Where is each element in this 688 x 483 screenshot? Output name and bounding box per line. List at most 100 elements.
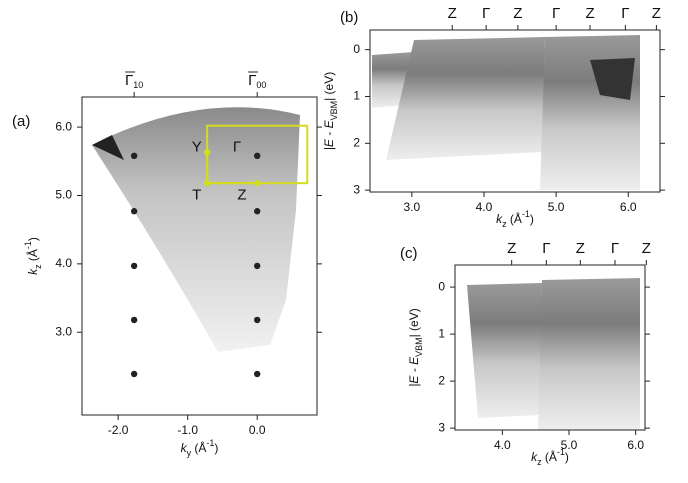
x-tick-label: -2.0 [108,423,129,437]
top-label-main: Γ [125,72,133,89]
x-tick-label: 4.0 [476,200,493,214]
y-tick-label: 0 [353,42,360,56]
x-axis-label-part: -1 [522,209,530,219]
top-label-main: Γ [248,72,256,89]
top-label: Γ [611,240,619,257]
x-axis-label-part: (Å [507,211,522,226]
highlight-point [254,179,261,187]
x-tick-label: -1.0 [177,423,198,437]
point [130,316,138,324]
top-label: Z [652,5,661,22]
top-label: Z [576,240,585,257]
x-axis-label-part: k [181,441,188,455]
x-axis-label-part: y [187,448,192,458]
top-label: Z [642,240,651,257]
top-label: Γ [482,5,490,22]
top-label-main: Z [576,240,585,257]
intensity-map [467,283,542,418]
y-tick-label: 4.0 [55,256,72,270]
y-axis-label-part: k [26,268,40,275]
y-tick-label: 3 [438,420,445,434]
y-axis-label-part: z [33,264,43,269]
x-axis-label: ky (Å-1) [181,438,219,458]
top-label: Z [585,5,594,22]
plot-frame [369,29,661,193]
highlight-point [203,149,211,156]
point [254,370,261,378]
x-axis-label-part: k [531,450,538,464]
panel-label: (c) [400,245,418,262]
x-axis-label: kz (Å-1) [531,447,569,467]
x-tick-label: 5.0 [548,200,565,214]
point [130,262,138,270]
x-axis-label-part: (Å [542,449,557,464]
y-axis-label-part: |E - E [322,119,336,150]
y-axis-label: |E - EVBM| (eV) [322,72,339,150]
top-label-main: Z [448,5,457,22]
intensity-map [386,37,545,160]
x-axis-label-part: z [537,457,542,467]
point [254,316,261,324]
annotation: Γ [233,139,241,156]
top-label-main: Γ [611,240,619,257]
point [254,208,261,215]
x-axis-label: kz (Å-1) [496,209,534,229]
x-axis-label-part: k [496,212,503,226]
y-tick-label: 3 [353,182,360,196]
point [254,152,261,160]
top-label: Z [448,5,457,22]
top-label: Z [507,240,516,257]
top-label-main: Z [642,240,651,257]
y-tick-label: 2 [438,373,445,387]
y-axis-label-part: | (eV) [407,308,421,337]
y-tick-label: 6.0 [55,119,72,133]
annotation: T [192,186,201,203]
panel-label: (b) [340,9,358,26]
x-tick-label: 0.0 [249,423,266,437]
intensity-map [540,35,640,190]
x-tick-label: 6.0 [620,200,637,214]
intensity-map [590,58,635,100]
panel-label: (a) [12,113,30,130]
top-label-sub: 00 [256,80,266,90]
point [254,262,261,270]
x-axis-label-part: -1 [557,447,565,457]
intensity-map [92,107,300,352]
top-label-main: Γ [542,240,550,257]
x-axis-label-part: -1 [206,438,214,448]
point [130,370,138,378]
point [130,152,138,160]
top-label-main: Z [585,5,594,22]
intensity-map [538,278,640,430]
x-axis-label-part: z [502,219,507,229]
y-axis-label-part: VBM [414,337,424,357]
y-tick-label: 3.0 [55,324,72,338]
x-tick-label: 5.0 [561,438,578,452]
top-label-main: Z [652,5,661,22]
plot-frame [454,264,646,431]
y-axis-label-part: (Å [25,249,40,264]
x-axis-label-part: (Å [191,440,206,455]
top-label-main: Γ [552,5,560,22]
top-label: Γ [621,5,629,22]
y-axis-label-part: -1 [23,241,33,249]
y-axis-label: |E - EVBM| (eV) [407,308,424,386]
top-label-main: Γ [621,5,629,22]
top-label-main: Z [507,240,516,257]
y-axis-label-part: |E - E [407,356,421,387]
x-axis-label-part: ) [214,441,218,455]
point [130,208,138,215]
top-label: Γ00 [248,72,266,90]
plot-frame [81,96,318,416]
y-axis-label: kz (Å-1) [23,237,43,275]
x-tick-label: 3.0 [403,200,420,214]
y-axis-label-part: ) [26,237,40,241]
x-axis-label-part: ) [530,212,534,226]
top-label: Z [513,5,522,22]
y-tick-label: 1 [438,326,445,340]
y-axis-label-part: | (eV) [322,72,336,101]
top-label: Γ [542,240,550,257]
x-tick-label: 6.0 [627,438,644,452]
top-label-main: Γ [482,5,490,22]
